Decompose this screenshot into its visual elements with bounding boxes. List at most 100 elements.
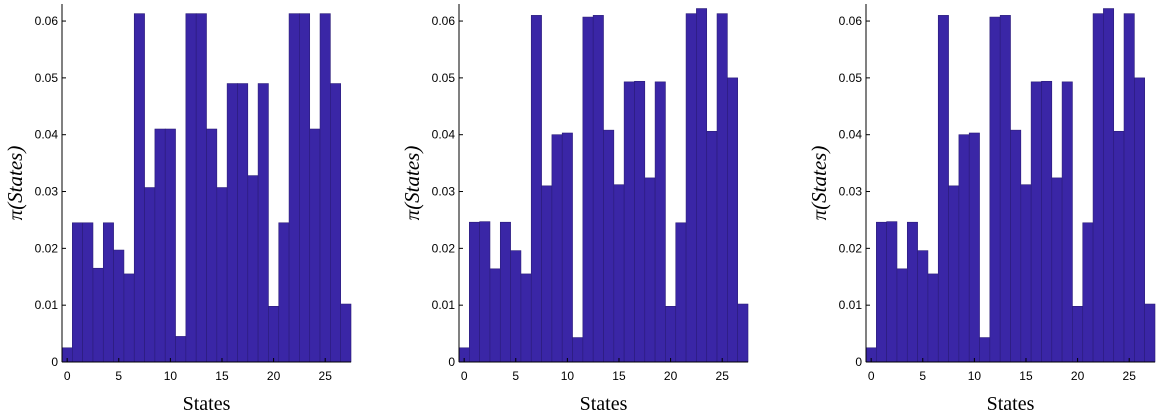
bar-state-2 xyxy=(886,221,898,363)
x-tick-label: 0 xyxy=(461,369,468,383)
bar-state-25 xyxy=(716,13,728,363)
bar-state-5 xyxy=(917,250,929,363)
y-tick-label: 0 xyxy=(855,355,862,369)
y-tick-label: 0.02 xyxy=(839,241,863,255)
y-tick-label: 0.06 xyxy=(839,14,863,28)
y-tick-label: 0 xyxy=(448,355,455,369)
bar-state-11 xyxy=(979,337,991,363)
bar-state-12 xyxy=(582,16,594,363)
bar-state-14 xyxy=(206,128,218,363)
y-tick-label: 0.06 xyxy=(35,14,59,28)
bar-state-13 xyxy=(195,13,207,363)
bar-state-20 xyxy=(268,306,280,363)
bar-state-25 xyxy=(319,13,331,363)
bar-state-17 xyxy=(237,83,249,363)
x-tick-label: 5 xyxy=(512,369,519,383)
y-axis-title: π(States) xyxy=(807,146,831,221)
bar-state-16 xyxy=(1030,81,1042,363)
bar-state-23 xyxy=(299,13,311,363)
bar-state-13 xyxy=(592,15,604,363)
bar-state-1 xyxy=(72,222,83,363)
y-tick-label: 0.03 xyxy=(432,185,456,199)
bar-state-21 xyxy=(278,222,290,363)
x-tick-label: 5 xyxy=(115,369,122,383)
bar-state-9 xyxy=(958,134,970,363)
bar-state-27 xyxy=(340,303,352,363)
y-tick-label: 0.01 xyxy=(839,298,863,312)
bar-state-1 xyxy=(469,221,480,363)
bar-state-14 xyxy=(1010,129,1022,363)
y-tick-label: 0.05 xyxy=(432,71,456,85)
chart-panel-left: 0 0.01 0.02 0.03 0.04 0.05 0.06 0 5 10 15 20 25 State… xyxy=(3,4,352,415)
x-tick-label: 10 xyxy=(561,369,575,383)
bar-state-5 xyxy=(113,249,125,363)
bar-state-18 xyxy=(247,175,259,363)
x-tick-label: 10 xyxy=(164,369,178,383)
y-tick-label: 0.05 xyxy=(839,71,863,85)
x-tick-label: 15 xyxy=(612,369,626,383)
bar-state-6 xyxy=(123,273,135,363)
bar-state-15 xyxy=(1020,184,1032,363)
x-tick-label: 0 xyxy=(868,369,875,383)
bar-state-8 xyxy=(144,187,156,363)
x-tick-label: 10 xyxy=(968,369,982,383)
bar-state-17 xyxy=(634,80,646,363)
bar-state-20 xyxy=(1072,306,1084,363)
x-tick-label: 25 xyxy=(1123,369,1137,383)
bar-state-9 xyxy=(154,128,166,363)
bar-state-2 xyxy=(479,221,491,363)
x-tick-label: 25 xyxy=(716,369,730,383)
bar-state-26 xyxy=(330,83,341,363)
bar-state-10 xyxy=(164,128,176,363)
bar-state-20 xyxy=(665,306,677,363)
y-tick-label: 0.02 xyxy=(35,241,59,255)
y-tick-label: 0.02 xyxy=(432,241,456,255)
bar-state-26 xyxy=(1134,77,1145,363)
bar-state-3 xyxy=(92,267,104,363)
bar-state-12 xyxy=(185,13,197,363)
x-tick-label: 20 xyxy=(267,369,281,383)
y-axis-title: π(States) xyxy=(3,146,27,221)
bar-state-4 xyxy=(906,221,918,363)
bar-state-17 xyxy=(1041,80,1053,363)
y-tick-label: 0.01 xyxy=(432,298,456,312)
bar-state-10 xyxy=(561,132,573,363)
bar-state-1 xyxy=(876,221,887,363)
y-tick-label: 0.04 xyxy=(35,128,59,142)
chart-panel-middle: 0 0.01 0.02 0.03 0.04 0.05 0.06 0 5 10 15 20 25 State… xyxy=(400,4,749,415)
x-axis-title: States xyxy=(987,393,1035,415)
bar-state-11 xyxy=(572,337,584,363)
y-tick-label: 0.03 xyxy=(839,185,863,199)
y-axis-title: π(States) xyxy=(400,146,424,221)
x-tick-label: 15 xyxy=(1019,369,1033,383)
bar-state-7 xyxy=(133,13,145,363)
bar-state-4 xyxy=(499,221,511,363)
bar-state-3 xyxy=(896,268,908,363)
x-axis-title: States xyxy=(183,393,231,415)
bar-state-4 xyxy=(102,222,114,363)
y-tick-label: 0.06 xyxy=(432,14,456,28)
bar-state-18 xyxy=(644,177,656,363)
bar-state-19 xyxy=(654,81,666,363)
bar-state-22 xyxy=(685,13,697,363)
bar-state-8 xyxy=(948,185,960,363)
bar-state-7 xyxy=(937,15,949,363)
y-tick-label: 0.05 xyxy=(35,71,59,85)
x-tick-label: 25 xyxy=(319,369,333,383)
bar-state-19 xyxy=(257,83,269,363)
bar-state-15 xyxy=(216,187,228,363)
bar-state-24 xyxy=(706,130,718,363)
bar-state-12 xyxy=(989,16,1001,363)
bar-state-24 xyxy=(309,128,321,363)
bar-state-27 xyxy=(737,303,749,363)
bar-state-14 xyxy=(603,129,615,363)
y-tick-label: 0.04 xyxy=(839,128,863,142)
bar-state-24 xyxy=(1113,130,1125,363)
bar-state-16 xyxy=(226,83,238,363)
bar-state-11 xyxy=(175,336,187,363)
bar-state-18 xyxy=(1051,177,1063,363)
bar-state-16 xyxy=(623,81,635,363)
y-tick-label: 0.04 xyxy=(432,128,456,142)
bar-state-27 xyxy=(1144,303,1156,363)
